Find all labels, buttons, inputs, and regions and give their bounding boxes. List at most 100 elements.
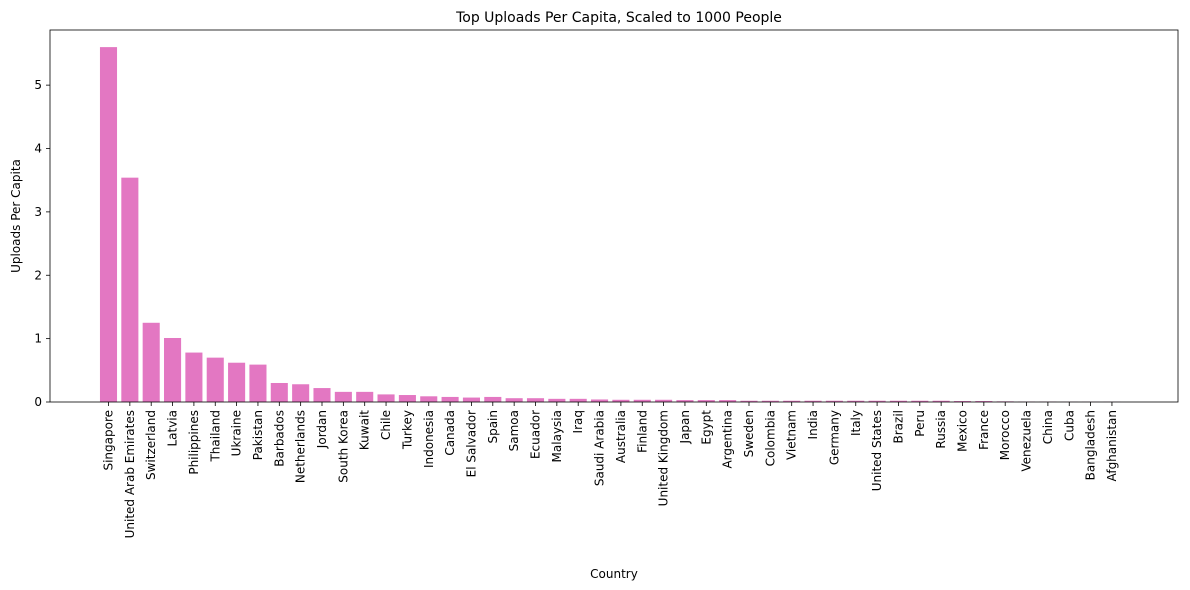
x-tick-label: Thailand [208, 410, 222, 463]
y-tick-label: 3 [34, 205, 42, 219]
x-tick-label: Venezuela [1020, 410, 1034, 472]
x-tick-label: Italy [849, 410, 863, 436]
bar-united-states [868, 400, 886, 402]
x-tick-label: Bangladesh [1084, 410, 1098, 480]
bar-jordan [313, 388, 331, 402]
x-tick-label: Ecuador [529, 410, 543, 459]
x-tick-label: Chile [379, 410, 393, 440]
x-tick-label: Turkey [400, 410, 414, 450]
bar-el-salvador [462, 397, 480, 402]
x-tick-label: France [977, 410, 991, 450]
x-tick-label: Netherlands [294, 410, 308, 483]
x-tick-label: Brazil [891, 410, 905, 444]
bar-egypt [697, 400, 715, 402]
x-tick-label: Spain [486, 410, 500, 444]
x-tick-label: Afghanistan [1105, 410, 1119, 481]
bar-united-arab-emirates [121, 177, 139, 402]
y-axis-label: Uploads Per Capita [9, 159, 23, 273]
x-tick-label: China [1041, 410, 1055, 444]
x-tick-label: Colombia [763, 410, 777, 466]
x-tick-label: Latvia [166, 410, 180, 447]
x-tick-label: Samoa [507, 410, 521, 451]
x-tick-label: United Arab Emirates [123, 410, 137, 538]
x-tick-label: Indonesia [422, 410, 436, 468]
axes-layer: Singapore United Arab Emirates Switzerland… [34, 29, 1179, 538]
y-tick-label: 2 [34, 268, 42, 282]
bar-finland [633, 399, 651, 402]
bar-kuwait [356, 391, 374, 402]
bar-philippines [185, 352, 203, 402]
bar-switzerland [142, 322, 160, 402]
bar-mexico [953, 401, 972, 402]
x-tick-label: Ukraine [230, 410, 244, 456]
y-tick-label: 1 [34, 332, 42, 346]
bar-iraq [569, 398, 587, 402]
y-tick-label: 0 [34, 395, 42, 409]
x-tick-label: Saudi Arabia [593, 410, 607, 486]
x-tick-label: Pakistan [251, 410, 265, 460]
bar-malaysia [548, 398, 566, 402]
x-tick-label: India [806, 410, 820, 439]
bar-latvia [164, 337, 182, 402]
x-tick-label: Russia [934, 410, 948, 449]
bar-chile [377, 394, 395, 402]
x-tick-label: Philippines [187, 410, 201, 475]
bar-ukraine [228, 362, 246, 402]
x-tick-label: United Kingdom [657, 410, 671, 506]
bar-australia [612, 399, 630, 402]
y-tick-label: 4 [34, 142, 42, 156]
bar-sweden [740, 400, 758, 402]
bar-barbados [270, 382, 288, 402]
bar-france [975, 401, 993, 402]
bar-vietnam [783, 400, 801, 402]
bar-japan [676, 400, 694, 402]
bar-canada [441, 396, 459, 402]
bar-peru [911, 400, 929, 402]
bar-netherlands [292, 384, 310, 402]
x-tick-label: Australia [614, 410, 628, 463]
bar-russia [932, 400, 950, 402]
x-tick-label: Cuba [1062, 410, 1076, 441]
x-tick-label: El Salvador [464, 410, 478, 477]
bar-indonesia [420, 396, 438, 402]
x-tick-label: Canada [443, 410, 457, 456]
x-tick-label: Peru [913, 410, 927, 437]
x-tick-label: Jordan [315, 410, 329, 449]
bar-colombia [761, 400, 779, 402]
bar-india [804, 400, 822, 402]
bar-samoa [505, 398, 523, 402]
bars-layer [99, 47, 1121, 403]
x-tick-label: Iraq [571, 410, 585, 433]
chart-title: Top Uploads Per Capita, Scaled to 1000 P… [455, 10, 782, 26]
x-tick-label: Finland [635, 410, 649, 453]
bar-pakistan [249, 364, 267, 402]
bar-ecuador [526, 398, 545, 402]
x-tick-label: Sweden [742, 410, 756, 457]
x-axis-label: Country [590, 567, 638, 581]
bar-saudi-arabia [591, 399, 609, 402]
x-tick-label: Switzerland [144, 410, 158, 480]
x-tick-label: Japan [678, 410, 692, 444]
plot-frame [49, 29, 1179, 403]
x-tick-label: Singapore [102, 410, 116, 471]
x-tick-label: Germany [827, 410, 841, 465]
x-tick-label: Vietnam [785, 410, 799, 460]
bar-spain [484, 396, 502, 402]
bar-brazil [889, 400, 907, 402]
x-tick-label: Barbados [272, 410, 286, 467]
x-tick-label: United States [870, 410, 884, 491]
bar-germany [825, 400, 843, 402]
bar-singapore [99, 47, 118, 403]
x-tick-label: Kuwait [358, 410, 372, 450]
bar-argentina [719, 400, 737, 402]
bar-thailand [206, 357, 224, 402]
x-tick-label: Malaysia [550, 410, 564, 462]
x-tick-label: Morocco [998, 410, 1012, 460]
x-tick-label: Mexico [956, 410, 970, 452]
x-tick-label: Egypt [699, 410, 713, 445]
bar-italy [847, 400, 865, 402]
bar-united-kingdom [655, 399, 673, 402]
x-tick-label: South Korea [336, 410, 350, 483]
